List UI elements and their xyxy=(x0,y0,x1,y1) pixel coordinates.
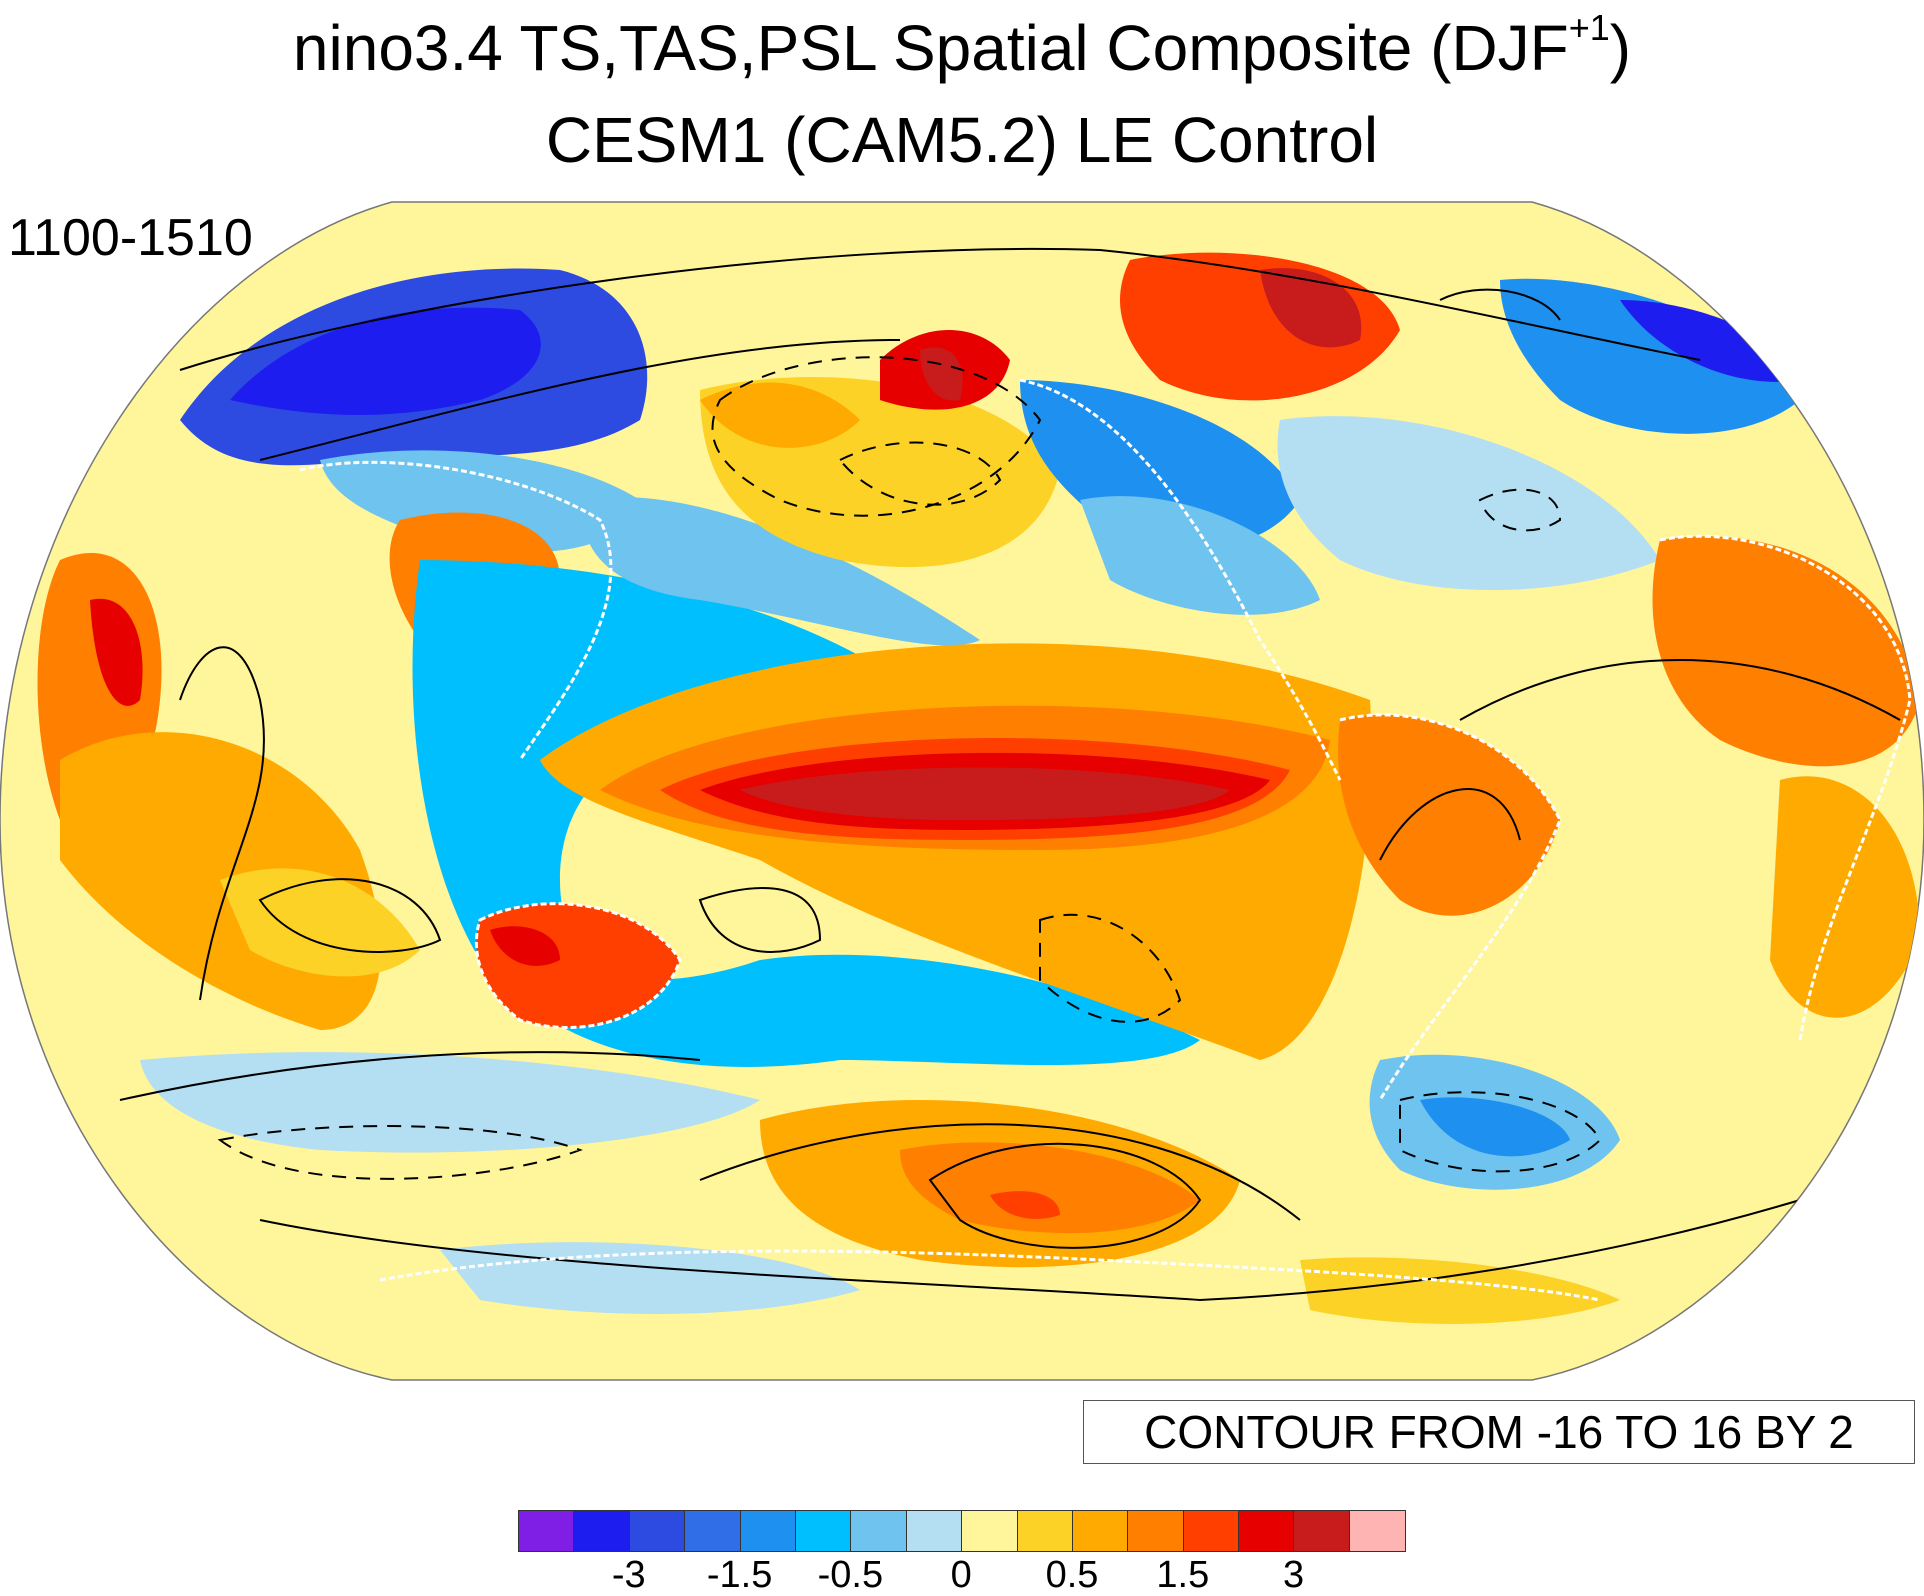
colorbar xyxy=(518,1510,1407,1552)
anomaly-west-pacific-cold xyxy=(412,560,1200,1067)
psl-contour-negative xyxy=(1039,913,1182,1023)
psl-contour-positive xyxy=(179,247,1701,371)
colorbar-tick-label: -1.5 xyxy=(706,1554,773,1596)
coastline-north-america xyxy=(1019,378,1342,781)
anomaly-antarctic-warm xyxy=(1300,1257,1620,1324)
psl-contour-positive xyxy=(119,1051,701,1101)
chart-subtitle: CESM1 (CAM5.2) LE Control xyxy=(545,104,1379,176)
psl-contour-positive xyxy=(699,1123,1301,1221)
psl-contour-negative xyxy=(217,1125,583,1180)
chart-title: nino3.4 TS,TAS,PSL Spatial Composite (DJ… xyxy=(292,7,1632,84)
colorbar-swatch xyxy=(1349,1511,1406,1551)
anomaly-africa-core xyxy=(90,598,143,706)
coastline-australia xyxy=(474,902,682,1029)
colorbar-tick-label: 0 xyxy=(950,1554,972,1596)
colorbar-swatch xyxy=(1072,1511,1129,1551)
anomaly-southern-ocean-orange xyxy=(900,1142,1200,1234)
psl-contour-positive xyxy=(698,887,822,953)
anomaly-europe-cold xyxy=(1500,278,1800,434)
colorbar-swatch xyxy=(851,1511,907,1551)
psl-contour-positive xyxy=(1459,659,1901,721)
psl-contour-positive xyxy=(1379,788,1521,861)
colorbar-swatch xyxy=(519,1511,575,1551)
colorbar-swatch xyxy=(906,1511,963,1551)
anomaly-enso-core xyxy=(740,767,1230,820)
psl-contour-positive xyxy=(259,1199,1801,1302)
coastline-africa xyxy=(1659,534,1912,1041)
colorbar-swatch xyxy=(1128,1511,1184,1551)
colorbar-swatch xyxy=(795,1511,852,1551)
colorbar-swatch xyxy=(629,1511,686,1551)
psl-contour-negative xyxy=(838,441,1002,506)
coastline-antarctica xyxy=(379,1249,1601,1302)
anomaly-north-pacific-band xyxy=(580,496,980,646)
colorbar-swatch xyxy=(574,1511,630,1551)
temperature-field xyxy=(37,252,1920,1324)
anomaly-europe-core xyxy=(1620,300,1800,382)
colorbar-tick-label: 3 xyxy=(1283,1554,1305,1596)
coastline-south-america xyxy=(1339,713,1562,1101)
colorbar-swatch xyxy=(1183,1511,1240,1551)
anomaly-alaska-core xyxy=(920,347,963,401)
pressure-contours xyxy=(119,247,1901,1302)
psl-contour-negative xyxy=(711,356,1042,517)
coastline-asia xyxy=(299,460,613,761)
colorbar-tick-label: -0.5 xyxy=(817,1554,884,1596)
anomaly-north-pacific-orange xyxy=(700,382,860,448)
anomaly-asia-cool xyxy=(320,450,640,552)
anomaly-east-africa-warm xyxy=(1770,776,1920,1018)
coastlines xyxy=(299,378,1912,1302)
psl-contour-positive xyxy=(179,646,265,1001)
contour-info-box: CONTOUR FROM -16 TO 16 BY 2 xyxy=(1083,1400,1915,1464)
psl-contour-negative xyxy=(1399,1091,1602,1173)
psl-contour-positive xyxy=(928,1142,1202,1249)
anomaly-southern-band-cool xyxy=(140,1052,760,1153)
anomaly-south-atlantic-core xyxy=(1420,1097,1570,1157)
colorbar-swatch xyxy=(1239,1511,1295,1551)
anomaly-southern-ocean-core xyxy=(990,1191,1060,1219)
colorbar-swatch xyxy=(1294,1511,1350,1551)
anomaly-canada-cool xyxy=(1080,496,1320,615)
psl-contour-positive xyxy=(259,339,901,461)
colorbar-tick-label: 0.5 xyxy=(1045,1554,1099,1596)
period-label: 1100-1510 xyxy=(8,209,253,267)
colorbar-tick-label: -3 xyxy=(611,1554,646,1596)
anomaly-greenland-core xyxy=(1260,268,1362,348)
psl-contour-positive xyxy=(258,878,442,953)
psl-contour-positive xyxy=(1439,288,1561,321)
anomaly-north-africa-warm xyxy=(1652,536,1920,767)
anomaly-south-america-warm xyxy=(1338,714,1560,916)
anomaly-north-atlantic-cool xyxy=(1277,416,1660,590)
colorbar-swatch xyxy=(685,1511,741,1551)
colorbar-swatch xyxy=(1017,1511,1073,1551)
colorbar-swatch xyxy=(740,1511,796,1551)
colorbar-swatch xyxy=(962,1511,1018,1551)
anomaly-australia-core xyxy=(490,926,560,966)
colorbar-tick-label: 1.5 xyxy=(1156,1554,1210,1596)
title-superscript: +1 xyxy=(1568,7,1610,48)
anomaly-siberia-core xyxy=(230,307,541,415)
psl-contour-negative xyxy=(1478,488,1562,532)
